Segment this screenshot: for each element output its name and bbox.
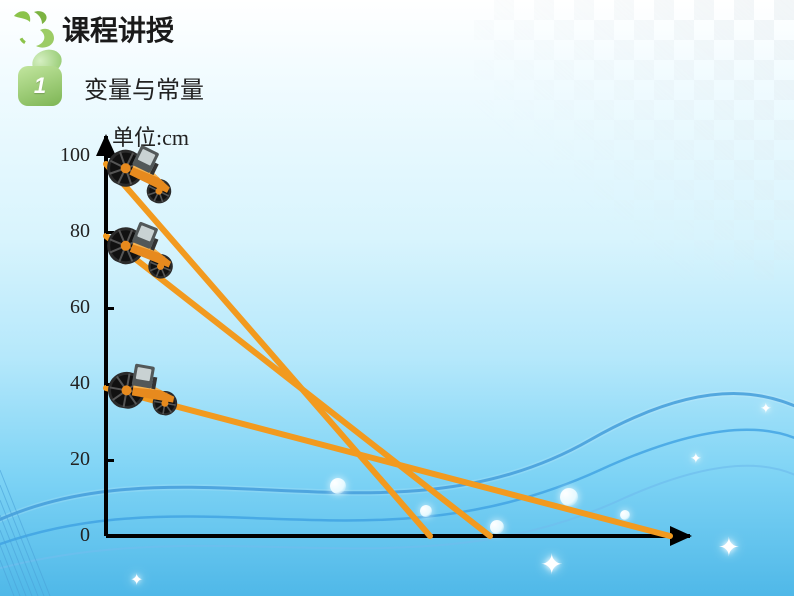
y-tick-label: 20 xyxy=(50,448,90,471)
y-tick-mark xyxy=(106,459,114,462)
section-badge: 1 xyxy=(18,56,74,108)
section-subtitle: 变量与常量 xyxy=(84,70,204,105)
page-title: 课程讲授 xyxy=(62,9,174,49)
y-tick-label: 40 xyxy=(50,372,90,395)
variable-chart: 单位:cm 020406080100 xyxy=(60,130,720,560)
y-tick-label: 100 xyxy=(50,144,90,167)
y-tick-mark xyxy=(106,535,114,538)
leaf-swirl-icon xyxy=(8,8,56,50)
sparkle-decoration: ✦ xyxy=(130,570,143,590)
sparkle-decoration: ✦ xyxy=(718,532,740,563)
y-tick-mark xyxy=(106,307,114,310)
y-tick-label: 0 xyxy=(50,524,90,547)
y-tick-label: 80 xyxy=(50,220,90,243)
sparkle-decoration: ✦ xyxy=(760,400,772,417)
y-tick-label: 60 xyxy=(50,296,90,319)
badge-number: 1 xyxy=(18,66,62,106)
